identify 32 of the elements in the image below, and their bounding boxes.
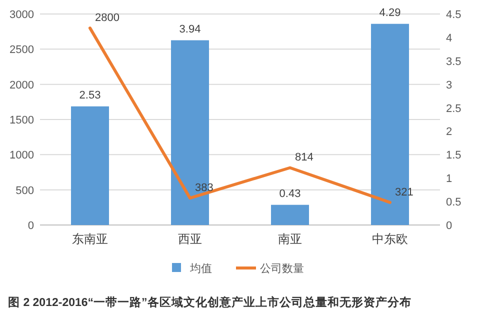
- data-label: 3.94: [179, 23, 201, 36]
- y2-tick-label: 2.5: [446, 102, 462, 115]
- data-label: 2.53: [79, 89, 101, 102]
- y-tick-label: 1000: [10, 150, 34, 162]
- data-label: 814: [295, 152, 314, 164]
- legend-label: 公司数量: [260, 263, 304, 275]
- legend-label: 均值: [189, 263, 212, 275]
- x-tick-label: 东南亚: [72, 232, 108, 246]
- text: 图 2 2012-2016“一带一路”各区域文化创意产业上市公司总量和无形资产分布: [8, 295, 412, 309]
- bar: [71, 106, 109, 225]
- y2-tick-label: 3: [446, 79, 452, 92]
- data-label: 2800: [95, 12, 120, 24]
- y-tick-label: 2000: [10, 79, 34, 92]
- bar: [271, 204, 309, 225]
- y2-tick-label: 4: [446, 32, 452, 44]
- data-label: 4.29: [379, 6, 401, 19]
- x-tick-label: 南亚: [278, 232, 302, 246]
- y-tick-label: 3000: [10, 9, 34, 21]
- data-label: 0.43: [279, 188, 301, 200]
- y-tick-label: 0: [28, 220, 34, 232]
- y2-tick-label: 0: [446, 220, 452, 232]
- x-tick-label: 中东欧: [372, 232, 408, 246]
- y-tick-label: 1500: [10, 114, 34, 126]
- y2-tick-label: 2: [446, 126, 452, 138]
- y2-tick-label: 1.5: [446, 150, 462, 162]
- x-tick-label: 西亚: [178, 232, 202, 246]
- y2-tick-label: 1: [446, 173, 452, 186]
- y2-tick-label: 4.5: [446, 9, 462, 21]
- y-tick-label: 500: [16, 184, 34, 197]
- y2-tick-label: 3.5: [446, 56, 462, 68]
- y-tick-label: 2500: [10, 44, 34, 56]
- y2-tick-label: 0.5: [446, 196, 462, 209]
